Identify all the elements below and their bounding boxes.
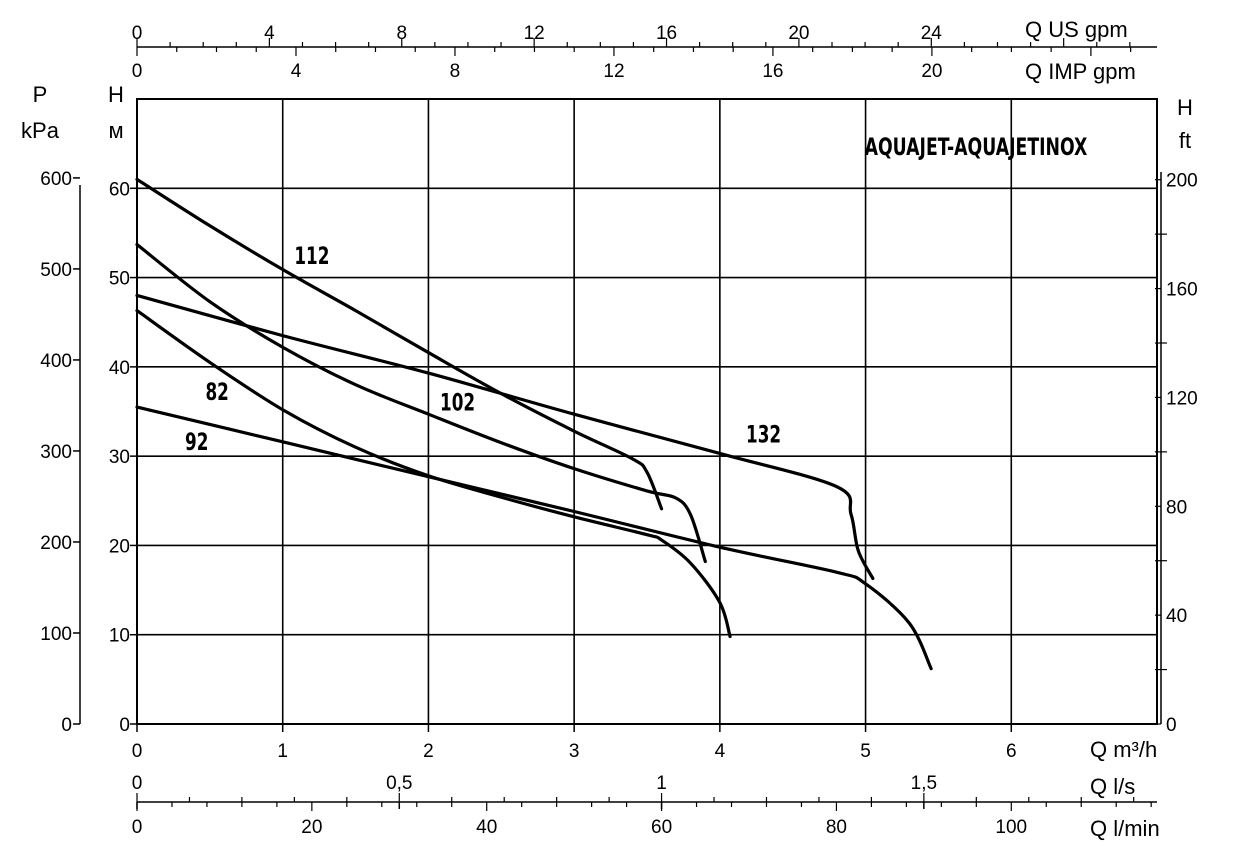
x-tick-label-lmin: 100 [995,817,1027,838]
curve-label-132: 132 [746,421,781,449]
y-tick-label-ft: 0 [1166,715,1177,736]
y-tick-label-m: 50 [109,269,130,290]
x-tick-label-impgpm: 0 [132,61,143,82]
x-axis-label-ls: Q l/s [1090,774,1135,799]
y-tick-label-m: 10 [109,626,130,647]
x-tick-label-usgpm: 4 [264,23,275,44]
pump-curve-82 [135,309,732,639]
y-axis-label-m-top: H [108,82,124,107]
x-tick-label-m3h: 6 [1006,741,1017,762]
x-tick-label-impgpm: 20 [921,61,942,82]
y-tick-label-ft: 200 [1166,171,1198,192]
x-tick-label-lmin: 60 [651,817,672,838]
x-tick-label-usgpm: 20 [788,23,809,44]
x-axis-label-impgpm: Q IMP gpm [1025,59,1136,84]
y-tick-label-m: 0 [119,715,130,736]
x-tick-label-m3h: 0 [132,741,143,762]
curve-group [135,177,933,671]
x-axis-label-lmin: Q l/min [1090,816,1160,841]
x-tick-label-lmin: 80 [826,817,847,838]
x-tick-label-usgpm: 16 [656,23,677,44]
curve-label-102: 102 [440,389,475,417]
plot-frame [136,98,1158,725]
chart-title: AQUAJET-AQUAJETINOX [865,133,1088,161]
x-tick-label-usgpm: 12 [524,23,545,44]
y-tick-label-kpa: 100 [40,624,72,645]
x-tick-label-impgpm: 12 [603,61,624,82]
x-tick-label-m3h: 4 [715,741,726,762]
x-axis-label-usgpm: Q US gpm [1025,17,1128,42]
y-tick-label-kpa: 0 [61,715,72,736]
curve-label-92: 92 [185,428,208,456]
x-axis-label-m3h: Q m³/h [1090,737,1157,762]
y-tick-label-ft: 40 [1166,606,1187,627]
y-axis-label-kpa-unit: kPa [21,118,60,143]
pump-curve-132 [135,293,875,581]
x-tick-label-ls: 0,5 [386,773,412,794]
x-tick-label-usgpm: 24 [921,23,943,44]
y-tick-label-kpa: 400 [40,351,72,372]
x-tick-label-impgpm: 4 [291,61,302,82]
y-tick-label-ft: 80 [1166,497,1187,518]
x-tick-label-lmin: 40 [476,817,497,838]
x-tick-label-lmin: 20 [301,817,322,838]
curve-label-82: 82 [205,378,228,406]
y-tick-label-m: 40 [109,358,130,379]
x-tick-label-usgpm: 0 [132,23,143,44]
x-tick-label-m3h: 1 [277,741,288,762]
label-group: 82 92 102 112 132 [185,242,781,456]
y-tick-label-ft: 120 [1166,388,1198,409]
x-tick-label-lmin: 0 [132,817,143,838]
y-tick-label-ft: 160 [1166,280,1198,301]
y-axis-label-kpa-top: P [33,82,48,107]
curve-label-112: 112 [294,242,329,270]
y-axis-label-ft-unit: ft [1179,128,1191,153]
chart-grid [137,99,1157,724]
y-tick-label-kpa: 200 [40,533,72,554]
y-tick-label-m: 20 [109,536,130,557]
y-axis-label-ft-top: H [1177,95,1193,120]
y-tick-label-m: 60 [109,179,130,200]
x-tick-label-usgpm: 8 [396,23,407,44]
x-tick-label-m3h: 3 [569,741,580,762]
y-tick-label-kpa: 600 [40,169,72,190]
x-tick-label-m3h: 5 [860,741,871,762]
x-tick-label-impgpm: 8 [450,61,461,82]
x-tick-label-ls: 0 [132,773,143,794]
y-tick-label-kpa: 500 [40,260,72,281]
y-axis-label-m-unit: м [108,118,123,143]
x-tick-label-ls: 1,5 [911,773,937,794]
x-tick-label-ls: 1 [656,773,667,794]
x-tick-label-m3h: 2 [423,741,434,762]
y-tick-label-m: 30 [109,447,130,468]
y-tick-label-kpa: 300 [40,442,72,463]
x-tick-label-impgpm: 16 [762,61,783,82]
pump-curve-112 [135,177,664,511]
pump-curve-92 [135,405,933,671]
